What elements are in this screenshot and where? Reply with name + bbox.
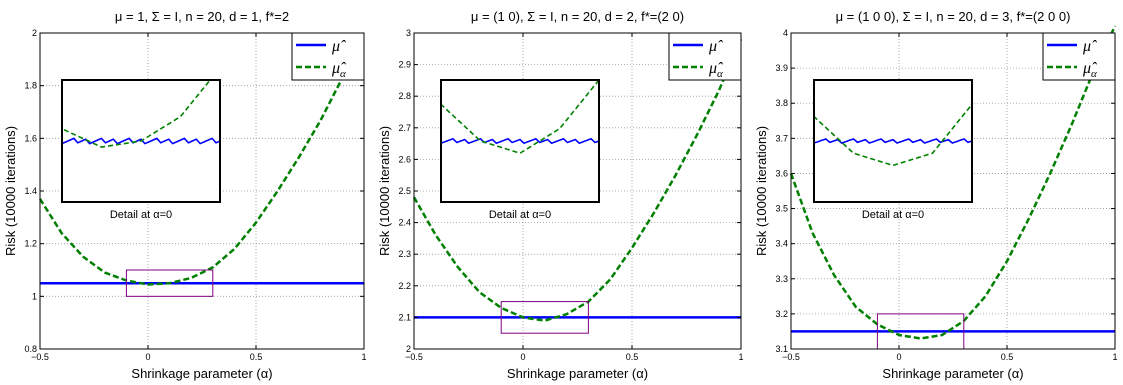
x-tick-label: −0.5 <box>782 352 800 362</box>
y-tick-label: 3.5 <box>775 204 788 214</box>
y-tick-label: 2.2 <box>398 281 411 291</box>
x-tick-label: −0.5 <box>405 352 423 362</box>
x-tick-label: −0.5 <box>31 352 49 362</box>
y-tick-label: 3.1 <box>775 344 788 354</box>
y-tick-label: 1.8 <box>24 81 37 91</box>
x-axis-label: Shrinkage parameter (α) <box>507 366 648 381</box>
x-tick-label: 0 <box>520 352 525 362</box>
inset-frame <box>440 79 600 203</box>
chart-panel-1: −0.5 0 0.5 1 0.8 1 1.2 1.4 1.6 1.8 2 μ = 1, Σ = I, … <box>3 9 367 381</box>
x-tick-label: 0.5 <box>1001 352 1014 362</box>
y-tick-label: 3.8 <box>775 98 788 108</box>
x-tick-label: 0 <box>896 352 901 362</box>
legend-box <box>1042 32 1116 81</box>
y-tick-label: 1.2 <box>24 239 37 249</box>
x-tick-label: 1 <box>361 352 366 362</box>
legend-subscript: α <box>340 68 346 80</box>
y-tick-label: 3.6 <box>775 168 788 178</box>
y-tick-label: 3.7 <box>775 133 788 143</box>
y-tick-label: 3.3 <box>775 274 788 284</box>
inset-series-mu-hat <box>63 137 219 145</box>
inset-plot <box>442 81 598 155</box>
y-tick-label: 1.4 <box>24 186 37 196</box>
inset-series-mu-hat <box>815 138 971 144</box>
y-tick-label: 3.4 <box>775 239 788 249</box>
x-tick-label: 0 <box>145 352 150 362</box>
y-tick-label: 3.9 <box>775 63 788 73</box>
legend-subscript: α <box>717 68 723 80</box>
chart-panel-2: −0.5 0 0.5 1 2 2.1 2.2 2.3 2.4 2.5 2.6 2.7 2.8 2.9 3 μ … <box>377 9 744 381</box>
y-tick-label: 2.7 <box>398 123 411 133</box>
y-tick-label: 2.5 <box>398 186 411 196</box>
y-tick-label: 1 <box>32 291 37 301</box>
y-tick-label: 2.9 <box>398 60 411 70</box>
y-axis-label: Risk (10000 iterations) <box>3 126 18 256</box>
inset-frame <box>813 79 973 203</box>
plot-frame <box>790 32 1116 350</box>
inset-plot <box>815 104 971 167</box>
inset-series-mu-hat-alpha <box>63 81 211 148</box>
legend-box <box>668 32 742 81</box>
inset-caption: Detail at α=0 <box>489 209 551 221</box>
x-tick-label: 0.5 <box>250 352 263 362</box>
y-axis-label: Risk (10000 iterations) <box>377 126 392 256</box>
x-tick-label: 0.5 <box>626 352 639 362</box>
y-tick-label: 2.6 <box>398 154 411 164</box>
y-tick-label: 0.8 <box>24 344 37 354</box>
series-line-mu-hat-alpha <box>789 25 1117 340</box>
y-tick-label: 2.8 <box>398 91 411 101</box>
chart-title: μ = (1 0), Σ = I, n = 20, d = 2, f*=(2 0… <box>471 9 684 24</box>
chart-title: μ = (1 0 0), Σ = I, n = 20, d = 3, f*=(2… <box>836 9 1071 24</box>
inset-plot <box>63 81 219 148</box>
y-tick-label: 3 <box>406 28 411 38</box>
y-tick-label: 1.6 <box>24 133 37 143</box>
legend-box <box>291 32 365 81</box>
x-axis-label: Shrinkage parameter (α) <box>882 366 1023 381</box>
zoom-rectangle <box>125 269 214 297</box>
y-tick-label: 2.1 <box>398 312 411 322</box>
y-tick-label: 3.2 <box>775 309 788 319</box>
inset-series-mu-hat <box>442 137 598 145</box>
chart-title: μ = 1, Σ = I, n = 20, d = 1, f*=2 <box>115 9 289 24</box>
y-tick-label: 4 <box>783 28 788 38</box>
y-tick-label: 2 <box>406 344 411 354</box>
x-tick-label: 1 <box>1112 352 1117 362</box>
y-tick-label: 2 <box>32 28 37 38</box>
inset-caption: Detail at α=0 <box>110 209 172 221</box>
inset-caption: Detail at α=0 <box>862 209 924 221</box>
legend-subscript: α <box>1091 68 1097 80</box>
zoom-rectangle <box>500 301 589 334</box>
y-axis-label: Risk (10000 iterations) <box>754 126 769 256</box>
series-line-mu-hat-alpha <box>38 32 366 286</box>
x-axis-label: Shrinkage parameter (α) <box>131 366 272 381</box>
chart-panel-3: −0.5 0 0.5 1 3.1 3.2 3.3 3.4 3.5 3.6 3.7 3.8 3.9 4 μ =… <box>754 9 1118 381</box>
x-tick-label: 1 <box>738 352 743 362</box>
y-tick-label: 2.4 <box>398 218 411 228</box>
y-tick-label: 2.3 <box>398 249 411 259</box>
